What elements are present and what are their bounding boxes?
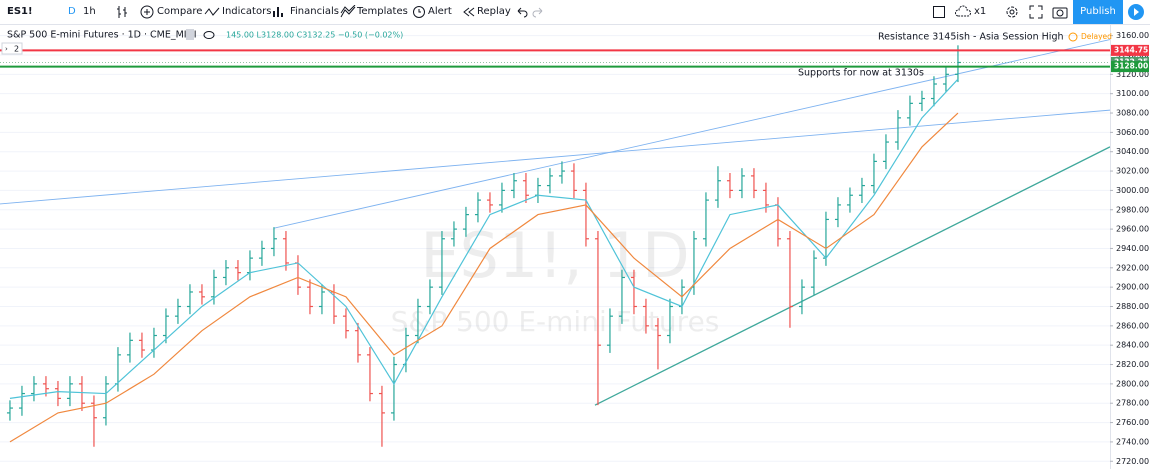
y-tick-label: 2980.00	[1116, 205, 1149, 214]
y-tick-label: 2820.00	[1116, 360, 1149, 369]
interval[interactable]: 1h	[83, 6, 96, 17]
y-tick-label: 2780.00	[1116, 399, 1149, 408]
annotation: Resistance 3145ish - Asia Session High	[878, 32, 1064, 43]
watermark: ES1!, 1D S&P 500 E-mini Futures	[391, 219, 720, 338]
fullscreen-icon[interactable]	[1029, 5, 1043, 19]
snapshot-icon[interactable]	[1052, 5, 1068, 19]
publish-button[interactable]: Publish	[1073, 0, 1123, 24]
y-tick-label: 3060.00	[1116, 128, 1149, 137]
price-tag-label: 3128.00	[1114, 62, 1148, 71]
price-lines	[0, 49, 1110, 68]
collapsed-box	[1, 42, 23, 55]
price-tag-label: 3144.75	[1114, 45, 1148, 54]
watermark-subtitle: S&P 500 E-mini Futures	[391, 305, 720, 338]
status: Delayed	[1081, 32, 1112, 41]
alert[interactable]: Alert	[428, 6, 452, 17]
legend-icons	[186, 29, 194, 40]
stream-button[interactable]	[1127, 3, 1145, 21]
trendlines	[0, 39, 1110, 406]
bar-style-icon[interactable]	[116, 5, 128, 19]
y-tick-label: 2840.00	[1116, 341, 1149, 350]
y-tick-label: 2880.00	[1116, 302, 1149, 311]
cloud-icon[interactable]	[954, 5, 972, 19]
price-tag	[1111, 44, 1149, 56]
y-tick-label: 2720.00	[1116, 457, 1149, 466]
financials-icon[interactable]	[272, 5, 286, 19]
annotation: Supports for now at 3130s	[798, 68, 924, 79]
trendline	[594, 146, 1110, 406]
legend-values: 145.00 L3128.00 C3132.25 −0.50 (−0.02%)	[226, 31, 403, 40]
y-tick-label: 3100.00	[1116, 89, 1149, 98]
layout-icon[interactable]	[932, 5, 946, 19]
toolbar: ES1! D 1h Compare Indicators Financials …	[0, 0, 1150, 25]
legend-title: S&P 500 E-mini Futures · 1D · CME_MINI	[7, 30, 197, 41]
templates[interactable]: Templates	[357, 6, 408, 17]
interval-short[interactable]: D	[68, 6, 76, 17]
y-tick-label: 2900.00	[1116, 283, 1149, 292]
y-tick-label: 3160.00	[1116, 31, 1149, 40]
trendline	[273, 39, 1110, 229]
financials[interactable]: Financials	[290, 6, 339, 17]
axis: 2720.00 2740.00 2760.00 2780.00 2800.00 2820.…	[1110, 31, 1149, 466]
y-tick-label: 2960.00	[1116, 225, 1149, 234]
overlay: S&P 500 E-mini Futures · 1D · CME_MINI 14…	[1, 29, 1112, 79]
y-tick-label: 2920.00	[1116, 263, 1149, 272]
zoom[interactable]: x1	[974, 6, 987, 17]
price-axis	[1110, 25, 1150, 469]
alert-icon[interactable]	[412, 5, 426, 19]
y-tick-label: 2940.00	[1116, 244, 1149, 253]
replay-icon[interactable]	[462, 5, 476, 19]
indicators[interactable]: Indicators	[222, 6, 272, 17]
chart: ES1!, 1D S&P 500 E-mini Futures 2720.00 274…	[0, 25, 1150, 469]
watermark-title: ES1!, 1D	[420, 219, 689, 292]
moving-average	[9, 78, 959, 399]
legend-eye	[203, 31, 215, 39]
y-tick-label: 3020.00	[1116, 167, 1149, 176]
indicators-icon[interactable]	[204, 5, 220, 19]
y-tick-label: 3080.00	[1116, 109, 1149, 118]
y-tick-label: 3120.00	[1116, 70, 1149, 79]
status-icon	[1068, 32, 1078, 42]
settings-icon[interactable]	[1005, 5, 1019, 19]
compare-icon[interactable]	[140, 5, 154, 19]
undo-redo[interactable]	[515, 5, 545, 19]
moving-averages	[9, 78, 959, 443]
replay[interactable]: Replay	[477, 6, 511, 17]
y-tick-label: 3040.00	[1116, 147, 1149, 156]
y-tick-label: 2800.00	[1116, 379, 1149, 388]
moving-average	[9, 112, 959, 443]
templates-icon[interactable]	[340, 5, 356, 19]
compare[interactable]: Compare	[157, 6, 203, 17]
y-tick-label: 3000.00	[1116, 186, 1149, 195]
symbol[interactable]: ES1!	[7, 6, 33, 17]
trendline	[0, 109, 1110, 205]
collapsed-count: 2	[14, 45, 19, 54]
collapsed-arrow: ›	[5, 45, 8, 53]
y-tick-label: 2740.00	[1116, 437, 1149, 446]
grid	[0, 35, 1110, 462]
price-tag	[1111, 61, 1149, 73]
y-tick-label: 2760.00	[1116, 418, 1149, 427]
y-tick-label: 2860.00	[1116, 321, 1149, 330]
